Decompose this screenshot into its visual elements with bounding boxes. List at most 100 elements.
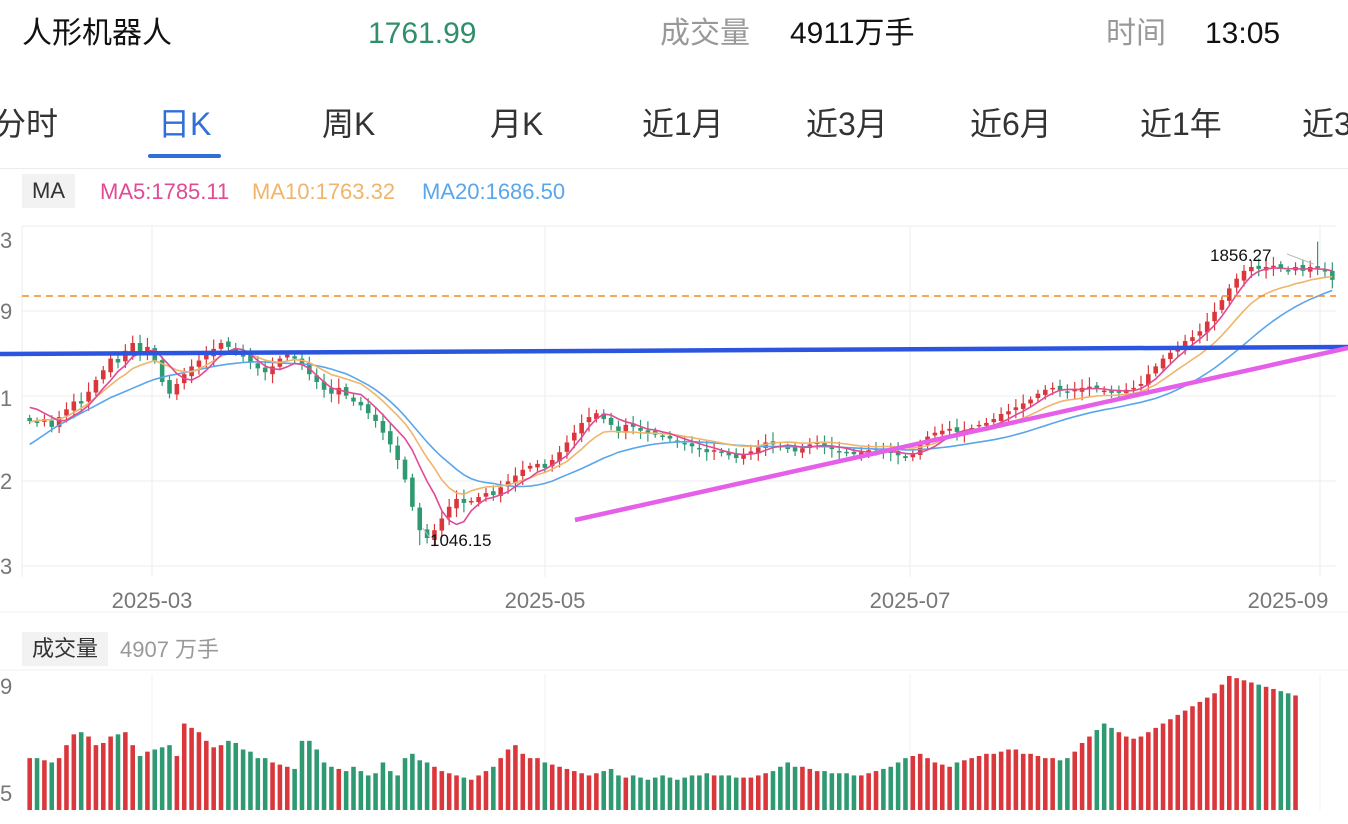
candle-body — [623, 424, 629, 433]
volume-bar — [1109, 727, 1114, 810]
candle-body — [78, 401, 84, 404]
volume-bar — [1293, 695, 1298, 810]
ma20-line — [29, 289, 1333, 488]
volume-value: 4911万手 — [790, 17, 915, 50]
x-tick-label: 2025-07 — [870, 588, 951, 613]
volume-bar — [1138, 736, 1144, 810]
candle-body — [1234, 278, 1239, 288]
candle-body — [557, 452, 562, 462]
active-tab-indicator — [148, 154, 221, 158]
candle-body — [976, 424, 982, 427]
high-annotation-label: 1856.27 — [1210, 246, 1271, 265]
candle-body — [851, 451, 857, 455]
candle-body — [108, 358, 113, 373]
volume-bar — [925, 758, 930, 810]
candle-body — [726, 452, 732, 456]
volume-bar — [608, 768, 614, 810]
volume-bar — [284, 766, 290, 810]
volume-bar — [1263, 686, 1269, 810]
volume-bar — [64, 745, 69, 810]
volume-bar — [1131, 738, 1136, 810]
volume-bar — [351, 766, 356, 810]
ma-indicator-tag[interactable]: MA — [22, 174, 75, 208]
candle-body — [572, 432, 577, 441]
candle-body — [836, 451, 842, 453]
tab-monthly-k[interactable]: 月K — [490, 106, 544, 142]
volume-bar — [807, 768, 813, 810]
volume-bar — [675, 779, 680, 810]
time-value: 13:05 — [1205, 17, 1281, 50]
volume-bar — [917, 753, 923, 810]
volume-bar — [1035, 755, 1041, 810]
volume-bar — [962, 760, 967, 810]
volume-bar — [645, 779, 651, 810]
volume-bar — [181, 723, 187, 810]
candle-body — [800, 448, 805, 453]
volume-bar — [1182, 710, 1188, 810]
volume-indicator-tag[interactable]: 成交量 — [22, 632, 109, 666]
tab-weekly-k[interactable]: 周K — [322, 106, 376, 142]
volume-bar — [873, 771, 879, 810]
volume-bar — [373, 773, 378, 810]
volume-bar — [594, 773, 599, 810]
candle-body — [1087, 386, 1092, 389]
candle-body — [64, 409, 69, 416]
volume-bar — [78, 732, 84, 810]
volume-bar — [770, 771, 776, 810]
volume-bar — [726, 775, 732, 810]
candle-body — [630, 423, 636, 427]
volume-bar — [549, 764, 555, 810]
candle-body — [380, 421, 386, 433]
volume-bar — [859, 775, 864, 810]
candle-body — [741, 454, 746, 459]
volume-bar — [1101, 723, 1107, 810]
candle-body — [115, 358, 121, 363]
volume-bar — [27, 758, 32, 810]
volume-bar — [108, 736, 113, 810]
volume-bar — [711, 775, 717, 810]
volume-bar — [572, 771, 577, 810]
low-annotation-label: 1046.15 — [430, 531, 491, 550]
tab-intraday[interactable]: 分时 — [0, 106, 59, 142]
candle-body — [660, 435, 665, 437]
volume-bar — [1249, 682, 1254, 810]
quote-header: 人形机器人 1761.99 成交量 4911万手 时间 13:05 — [0, 0, 1348, 70]
candle-body — [1315, 266, 1320, 269]
candle-body — [1153, 366, 1158, 374]
volume-bar — [86, 736, 91, 810]
volume-bar — [1168, 719, 1173, 810]
volume-bar — [557, 766, 562, 810]
volume-bar — [1256, 684, 1262, 810]
volume-bar — [1190, 706, 1195, 810]
tab-1-month[interactable]: 近1月 — [642, 106, 724, 142]
candle-body — [358, 401, 364, 406]
volume-bar — [564, 768, 570, 810]
volume-bar — [1006, 749, 1011, 810]
candle-body — [1190, 337, 1195, 342]
candle-body — [697, 447, 702, 450]
index-name: 人形机器人 — [22, 17, 172, 50]
candle-body — [792, 447, 798, 452]
tab-3-years[interactable]: 近3 — [1302, 106, 1348, 142]
candle-body — [711, 450, 717, 452]
volume-bar — [785, 762, 790, 810]
candle-body — [351, 397, 356, 402]
volume-bar — [903, 758, 908, 810]
volume-bar — [277, 764, 283, 810]
tab-6-months[interactable]: 近6月 — [970, 106, 1052, 142]
volume-label: 成交量 — [660, 17, 750, 50]
volume-bar — [365, 775, 371, 810]
tab-daily-k[interactable]: 日K — [158, 106, 212, 142]
candle-body — [292, 356, 297, 359]
tab-1-year[interactable]: 近1年 — [1140, 106, 1222, 142]
volume-bar — [167, 745, 172, 810]
candle-body — [1006, 411, 1011, 415]
tab-3-months[interactable]: 近3月 — [806, 106, 888, 142]
candle-body — [137, 343, 143, 353]
volume-bar — [932, 762, 938, 810]
volume-bar — [763, 773, 768, 810]
trendline-horizontal — [0, 344, 1348, 357]
volume-bar — [1043, 758, 1048, 810]
volume-bar — [1116, 732, 1122, 810]
